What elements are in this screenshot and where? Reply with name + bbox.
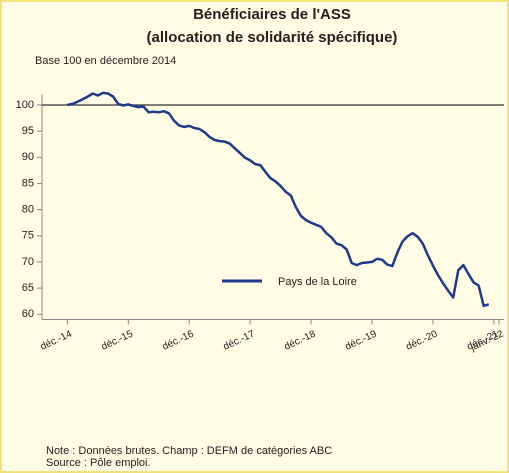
- legend-label: Pays de la Loire: [278, 276, 357, 288]
- data-line: [67, 91, 490, 308]
- chart-title: Bénéficiaires de l'ASS: [193, 6, 351, 23]
- y-tick-label: 65: [22, 282, 34, 294]
- y-tick-label: 60: [22, 308, 34, 320]
- chart-subtitle: Base 100 en décembre 2014: [35, 55, 176, 67]
- chart-title: (allocation de solidarité spécifique): [147, 29, 398, 46]
- note: Note : Données brutes. Champ : DEFM de c…: [46, 445, 332, 457]
- y-tick-label: 90: [22, 151, 34, 163]
- note: Source : Pôle emploi.: [46, 457, 151, 469]
- y-tick-label: 70: [22, 256, 34, 268]
- y-tick-label: 100: [16, 99, 34, 111]
- y-tick-label: 95: [22, 125, 34, 137]
- y-tick-label: 85: [22, 177, 34, 189]
- y-tick-label: 75: [22, 230, 34, 242]
- y-tick-label: 80: [22, 204, 34, 216]
